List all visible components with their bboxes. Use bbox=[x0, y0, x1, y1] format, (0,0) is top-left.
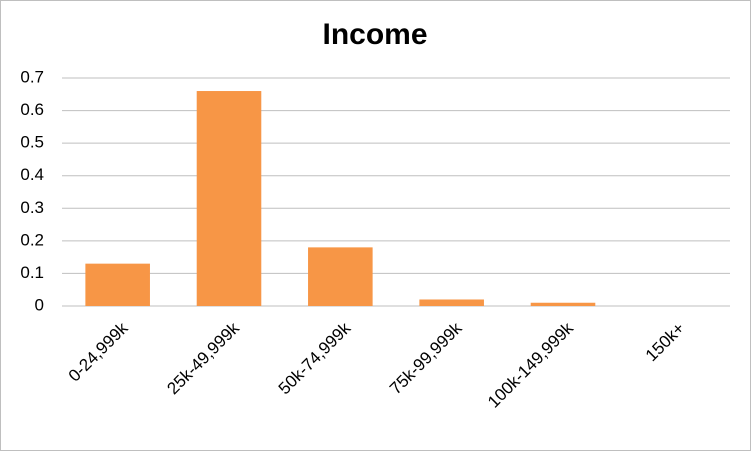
y-tick-label: 0.1 bbox=[20, 263, 44, 282]
y-tick-label: 0.5 bbox=[20, 133, 44, 152]
y-tick-label: 0.3 bbox=[20, 198, 44, 217]
y-tick-label: 0.6 bbox=[20, 100, 44, 119]
y-tick-label: 0.7 bbox=[20, 67, 44, 86]
chart-title: Income bbox=[322, 18, 427, 51]
bar bbox=[85, 263, 150, 306]
bar bbox=[419, 299, 484, 306]
y-tick-label: 0.2 bbox=[20, 230, 44, 249]
y-tick-label: 0.4 bbox=[20, 165, 44, 184]
bar bbox=[308, 247, 373, 306]
bar bbox=[530, 302, 596, 306]
bar bbox=[196, 91, 262, 307]
y-tick-label: 0 bbox=[35, 295, 44, 314]
